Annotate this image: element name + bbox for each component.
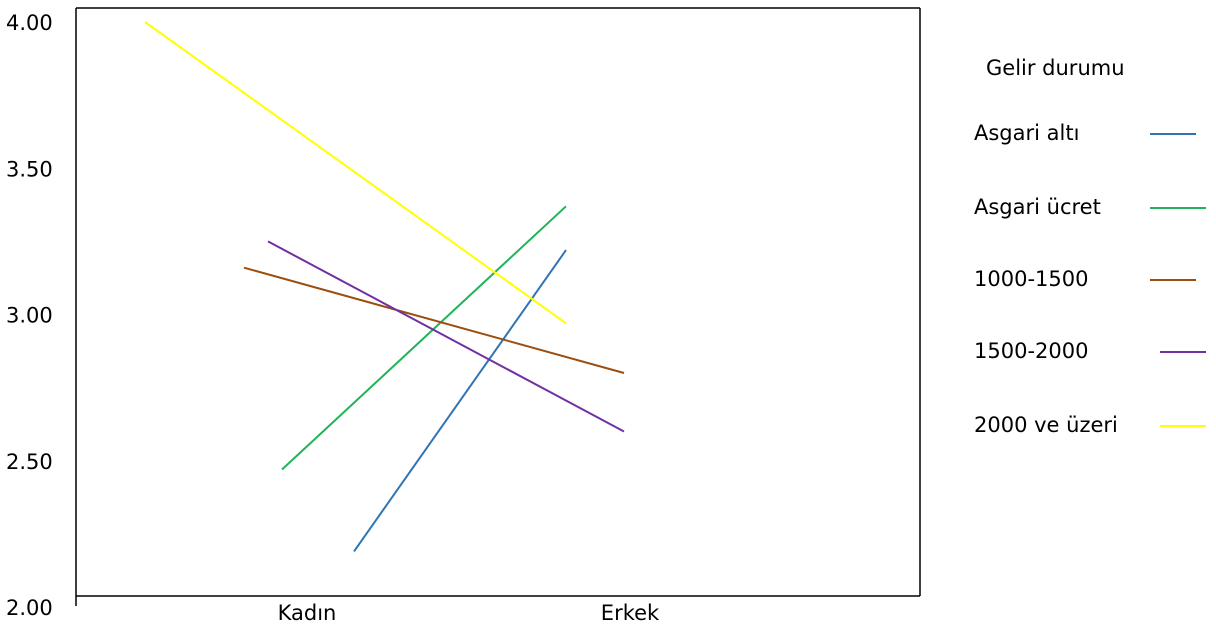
y-tick-label: 3.00 bbox=[6, 304, 53, 328]
y-tick-labels: 2.00 2.50 3.00 3.50 4.00 bbox=[6, 11, 53, 620]
x-tick-labels: Kadın Erkek bbox=[278, 601, 660, 625]
y-tick-label: 2.00 bbox=[6, 596, 53, 620]
y-tick-label: 3.50 bbox=[6, 157, 53, 181]
y-tick-label: 4.00 bbox=[6, 11, 53, 35]
x-tick-label: Erkek bbox=[601, 601, 660, 625]
series-line bbox=[243, 266, 625, 374]
legend-label: Asgari ücret bbox=[974, 195, 1101, 219]
series-lines bbox=[144, 21, 625, 552]
legend-label: Asgari altı bbox=[974, 121, 1079, 145]
legend-label: 1500-2000 bbox=[974, 339, 1088, 363]
legend-title: Gelir durumu bbox=[986, 56, 1125, 80]
series-line bbox=[281, 205, 567, 471]
y-tick-label: 2.50 bbox=[6, 450, 53, 474]
plot-area bbox=[75, 7, 921, 606]
legend-label: 1000-1500 bbox=[974, 267, 1088, 291]
series-line bbox=[144, 21, 567, 325]
x-tick-label: Kadın bbox=[278, 601, 337, 625]
series-line bbox=[353, 249, 567, 552]
legend-label: 2000 ve üzeri bbox=[974, 413, 1118, 437]
legend: Gelir durumu Asgari altı Asgari ücret 1000… bbox=[974, 56, 1206, 437]
series-line bbox=[267, 240, 625, 433]
